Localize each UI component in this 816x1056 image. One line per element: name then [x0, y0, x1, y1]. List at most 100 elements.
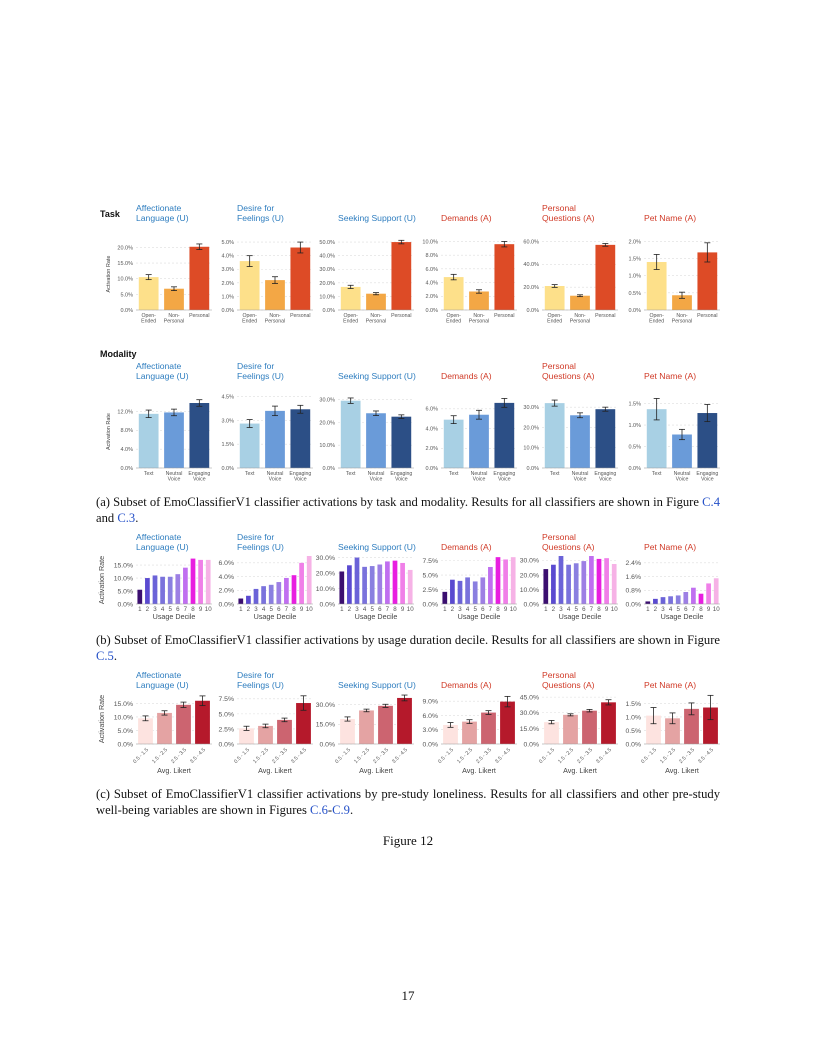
caption-c-ref-c9[interactable]: C.9	[332, 803, 350, 817]
y-tick-label: 1.0%	[628, 423, 641, 429]
x-tick-label: 2	[654, 606, 658, 613]
y-tick-label: 10.0%	[520, 587, 539, 594]
x-tick-label-line: Text	[449, 471, 459, 477]
x-tick-label-line: Voice	[599, 477, 612, 483]
y-tick-label: 1.5%	[628, 402, 641, 408]
x-tick-label-line: Text	[550, 471, 560, 477]
x-tick-label-line: Engaging	[493, 471, 515, 477]
y-tick-label: 2.4%	[626, 560, 642, 567]
x-tick-label: 6	[277, 606, 281, 613]
bar	[239, 728, 254, 744]
bar	[443, 724, 458, 744]
bar	[339, 571, 345, 604]
caption-a-and: and	[96, 511, 115, 525]
x-tick-label: 5	[473, 606, 477, 613]
bar	[195, 700, 210, 744]
y-tick-label: 0.0%	[626, 601, 642, 608]
x-tick-label-line: Voice	[370, 477, 383, 483]
y-tick-label: 10.0%	[319, 443, 335, 449]
y-tick-label: 12.0%	[117, 409, 133, 415]
bar	[190, 558, 196, 604]
x-axis-label: Avg. Likert	[665, 766, 699, 775]
bar	[277, 719, 292, 744]
y-tick-label: 1.0%	[221, 294, 234, 300]
y-tick-label: 0.0%	[425, 466, 438, 472]
y-tick-label: 1.0%	[626, 714, 642, 721]
x-tick-label: 5	[574, 606, 578, 613]
bar	[675, 595, 681, 604]
caption-c-ref-c6[interactable]: C.6	[310, 803, 328, 817]
bar	[239, 261, 260, 310]
bar	[566, 564, 571, 604]
x-tick-label: 7	[489, 606, 493, 613]
bar	[366, 293, 386, 310]
x-tick-label: 9	[300, 606, 304, 613]
panel-title: Personal	[542, 361, 576, 371]
x-tick-label: Neutral Voice	[368, 471, 385, 483]
panel-title: Feelings (U)	[237, 213, 284, 223]
bar	[465, 577, 470, 604]
bar	[570, 415, 590, 468]
y-tick-label: 0.5%	[626, 728, 642, 735]
panel-task-4: Demands (A) 0.0% 2.0% 4.0% 6.0% 8.0% 10.0% Open…	[422, 213, 517, 325]
bar	[551, 564, 556, 604]
x-tick-label: 0.5 - 1.5	[538, 747, 556, 765]
x-tick-label-line: Non-	[574, 313, 586, 319]
x-tick-label-line: Ended	[649, 319, 664, 325]
y-tick-label: 8.0%	[120, 428, 133, 434]
bar	[261, 586, 266, 604]
panel-title: Affectionate	[136, 361, 181, 371]
bar	[494, 244, 515, 310]
panel-title: Seeking Support (U)	[338, 680, 416, 690]
y-tick-label: 4.0%	[219, 574, 235, 581]
x-tick-label-line: Open-	[141, 313, 156, 319]
x-tick-label-line: Personal	[290, 313, 310, 319]
x-tick-label: 2.5 - 3.5	[372, 747, 390, 765]
panel-title: Desire for	[237, 670, 274, 680]
x-tick-label: 4	[161, 606, 165, 613]
x-axis-label: Avg. Likert	[359, 766, 393, 775]
y-tick-label: 2.0%	[425, 294, 438, 300]
caption-b-ref-c5[interactable]: C.5	[96, 649, 114, 663]
bar	[378, 705, 393, 744]
y-tick-label: 1.5%	[626, 701, 642, 708]
task-row-label: Task	[100, 209, 121, 219]
x-tick-label: 3.5 - 4.5	[189, 747, 207, 765]
x-tick-label: 4	[363, 606, 367, 613]
x-tick-label: 2.5 - 3.5	[678, 747, 696, 765]
x-tick-label: 6	[176, 606, 180, 613]
y-axis-label: Activation Rate	[106, 413, 112, 450]
page-number: 17	[401, 988, 415, 1003]
bar	[137, 589, 143, 604]
x-tick-label: 3	[661, 606, 665, 613]
x-tick-label: Text	[346, 471, 356, 477]
bar	[164, 412, 184, 468]
x-tick-label: Neutral Voice	[166, 471, 183, 483]
x-tick-label: Neutral Voice	[471, 471, 488, 483]
bar	[510, 557, 516, 604]
y-tick-label: 0.5%	[628, 444, 641, 450]
x-tick-label: 1	[340, 606, 344, 613]
y-tick-label: 10.0%	[114, 714, 133, 721]
y-tick-label: 15.0%	[316, 722, 335, 729]
y-tick-label: 50.0%	[319, 240, 335, 246]
x-tick-label: Open-Ended	[343, 313, 358, 325]
x-tick-label-line: Personal	[697, 313, 717, 319]
bar	[340, 719, 355, 744]
x-tick-label: 4	[466, 606, 470, 613]
x-tick-label: 8	[699, 606, 703, 613]
panel-title: Feelings (U)	[237, 371, 284, 381]
x-tick-label: 3	[458, 606, 462, 613]
x-tick-label-line: Personal	[469, 319, 489, 325]
x-tick-label: 1	[544, 606, 548, 613]
caption-a-ref-c3[interactable]: C.3	[117, 511, 136, 525]
y-tick-label: 5.0%	[219, 711, 235, 718]
caption-a-ref-c4[interactable]: C.4	[702, 495, 720, 509]
bar	[646, 715, 661, 744]
bar	[296, 703, 311, 744]
bar	[660, 597, 666, 604]
bar	[595, 244, 616, 310]
